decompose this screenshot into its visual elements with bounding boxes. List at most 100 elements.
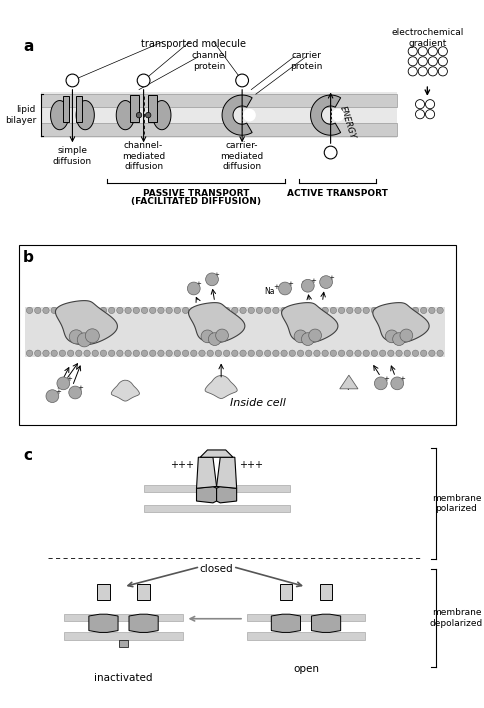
Circle shape: [305, 307, 311, 314]
Text: a: a: [23, 40, 33, 55]
Circle shape: [346, 307, 352, 314]
Circle shape: [417, 57, 426, 66]
Circle shape: [272, 307, 278, 314]
Bar: [246, 632, 364, 640]
Circle shape: [92, 307, 98, 314]
Circle shape: [362, 307, 369, 314]
Circle shape: [403, 350, 409, 356]
Bar: [143, 505, 289, 512]
Text: +: +: [320, 620, 331, 634]
Circle shape: [420, 350, 426, 356]
Circle shape: [51, 350, 57, 356]
Text: +: +: [195, 281, 201, 287]
Circle shape: [240, 350, 246, 356]
Text: K: K: [377, 379, 382, 388]
Circle shape: [338, 307, 344, 314]
Text: +: +: [221, 463, 230, 473]
Circle shape: [67, 350, 74, 356]
Circle shape: [215, 329, 228, 342]
Circle shape: [370, 307, 377, 314]
Circle shape: [408, 47, 416, 56]
Text: +: +: [138, 620, 149, 634]
Circle shape: [59, 350, 65, 356]
Text: P: P: [346, 382, 351, 392]
Polygon shape: [372, 302, 428, 343]
Polygon shape: [148, 95, 157, 122]
Text: +: +: [138, 588, 148, 598]
Circle shape: [280, 350, 287, 356]
Text: +: +: [287, 281, 293, 287]
Circle shape: [174, 307, 180, 314]
Polygon shape: [281, 302, 337, 343]
Text: -: -: [283, 613, 287, 623]
Circle shape: [297, 350, 303, 356]
Circle shape: [313, 307, 319, 314]
Circle shape: [201, 330, 213, 343]
Text: +: +: [222, 491, 232, 504]
Circle shape: [190, 307, 197, 314]
Text: +++: +++: [169, 459, 194, 469]
Text: membrane
depolarized: membrane depolarized: [429, 608, 482, 627]
Text: -: -: [141, 613, 145, 623]
Text: +: +: [200, 491, 211, 504]
Text: (FACILITATED DIFFUSION): (FACILITATED DIFFUSION): [131, 198, 260, 206]
Circle shape: [43, 307, 49, 314]
Circle shape: [427, 47, 437, 56]
Polygon shape: [76, 101, 94, 130]
Polygon shape: [137, 584, 150, 600]
Circle shape: [272, 350, 278, 356]
Circle shape: [346, 350, 352, 356]
Text: +: +: [213, 272, 219, 278]
Polygon shape: [76, 96, 81, 122]
Circle shape: [43, 350, 49, 356]
Circle shape: [133, 350, 139, 356]
Circle shape: [438, 47, 446, 56]
Circle shape: [240, 307, 246, 314]
Text: channel-
mediated
diffusion: channel- mediated diffusion: [121, 142, 165, 171]
Text: -: -: [207, 481, 211, 491]
Circle shape: [427, 67, 437, 76]
Bar: [41, 94, 396, 107]
Circle shape: [390, 377, 403, 389]
Circle shape: [157, 350, 164, 356]
Circle shape: [278, 282, 291, 295]
Text: lipid
bilayer: lipid bilayer: [5, 105, 36, 125]
Circle shape: [207, 350, 213, 356]
Circle shape: [256, 350, 262, 356]
Circle shape: [417, 67, 426, 76]
Polygon shape: [111, 380, 139, 401]
Text: ATP: ATP: [116, 386, 134, 396]
Text: +: +: [77, 385, 83, 391]
Polygon shape: [188, 302, 244, 343]
Circle shape: [182, 307, 188, 314]
Polygon shape: [319, 584, 332, 600]
Circle shape: [190, 350, 197, 356]
Circle shape: [76, 350, 82, 356]
Circle shape: [408, 67, 416, 76]
Circle shape: [166, 307, 172, 314]
Text: +: +: [328, 275, 334, 280]
Circle shape: [223, 307, 229, 314]
Circle shape: [69, 386, 81, 399]
Circle shape: [26, 307, 33, 314]
Circle shape: [137, 74, 150, 87]
Text: +: +: [280, 620, 290, 634]
Text: Na: Na: [278, 284, 289, 293]
Circle shape: [308, 329, 321, 342]
Circle shape: [408, 57, 416, 66]
Text: +: +: [55, 389, 60, 394]
Circle shape: [288, 307, 295, 314]
Circle shape: [205, 273, 218, 286]
Circle shape: [141, 350, 148, 356]
Polygon shape: [279, 584, 292, 600]
Circle shape: [231, 307, 238, 314]
Circle shape: [117, 350, 123, 356]
Circle shape: [117, 307, 123, 314]
Circle shape: [301, 280, 314, 292]
Circle shape: [370, 350, 377, 356]
Polygon shape: [63, 96, 69, 122]
Circle shape: [395, 307, 401, 314]
Circle shape: [51, 307, 57, 314]
Circle shape: [182, 350, 188, 356]
Circle shape: [438, 57, 446, 66]
